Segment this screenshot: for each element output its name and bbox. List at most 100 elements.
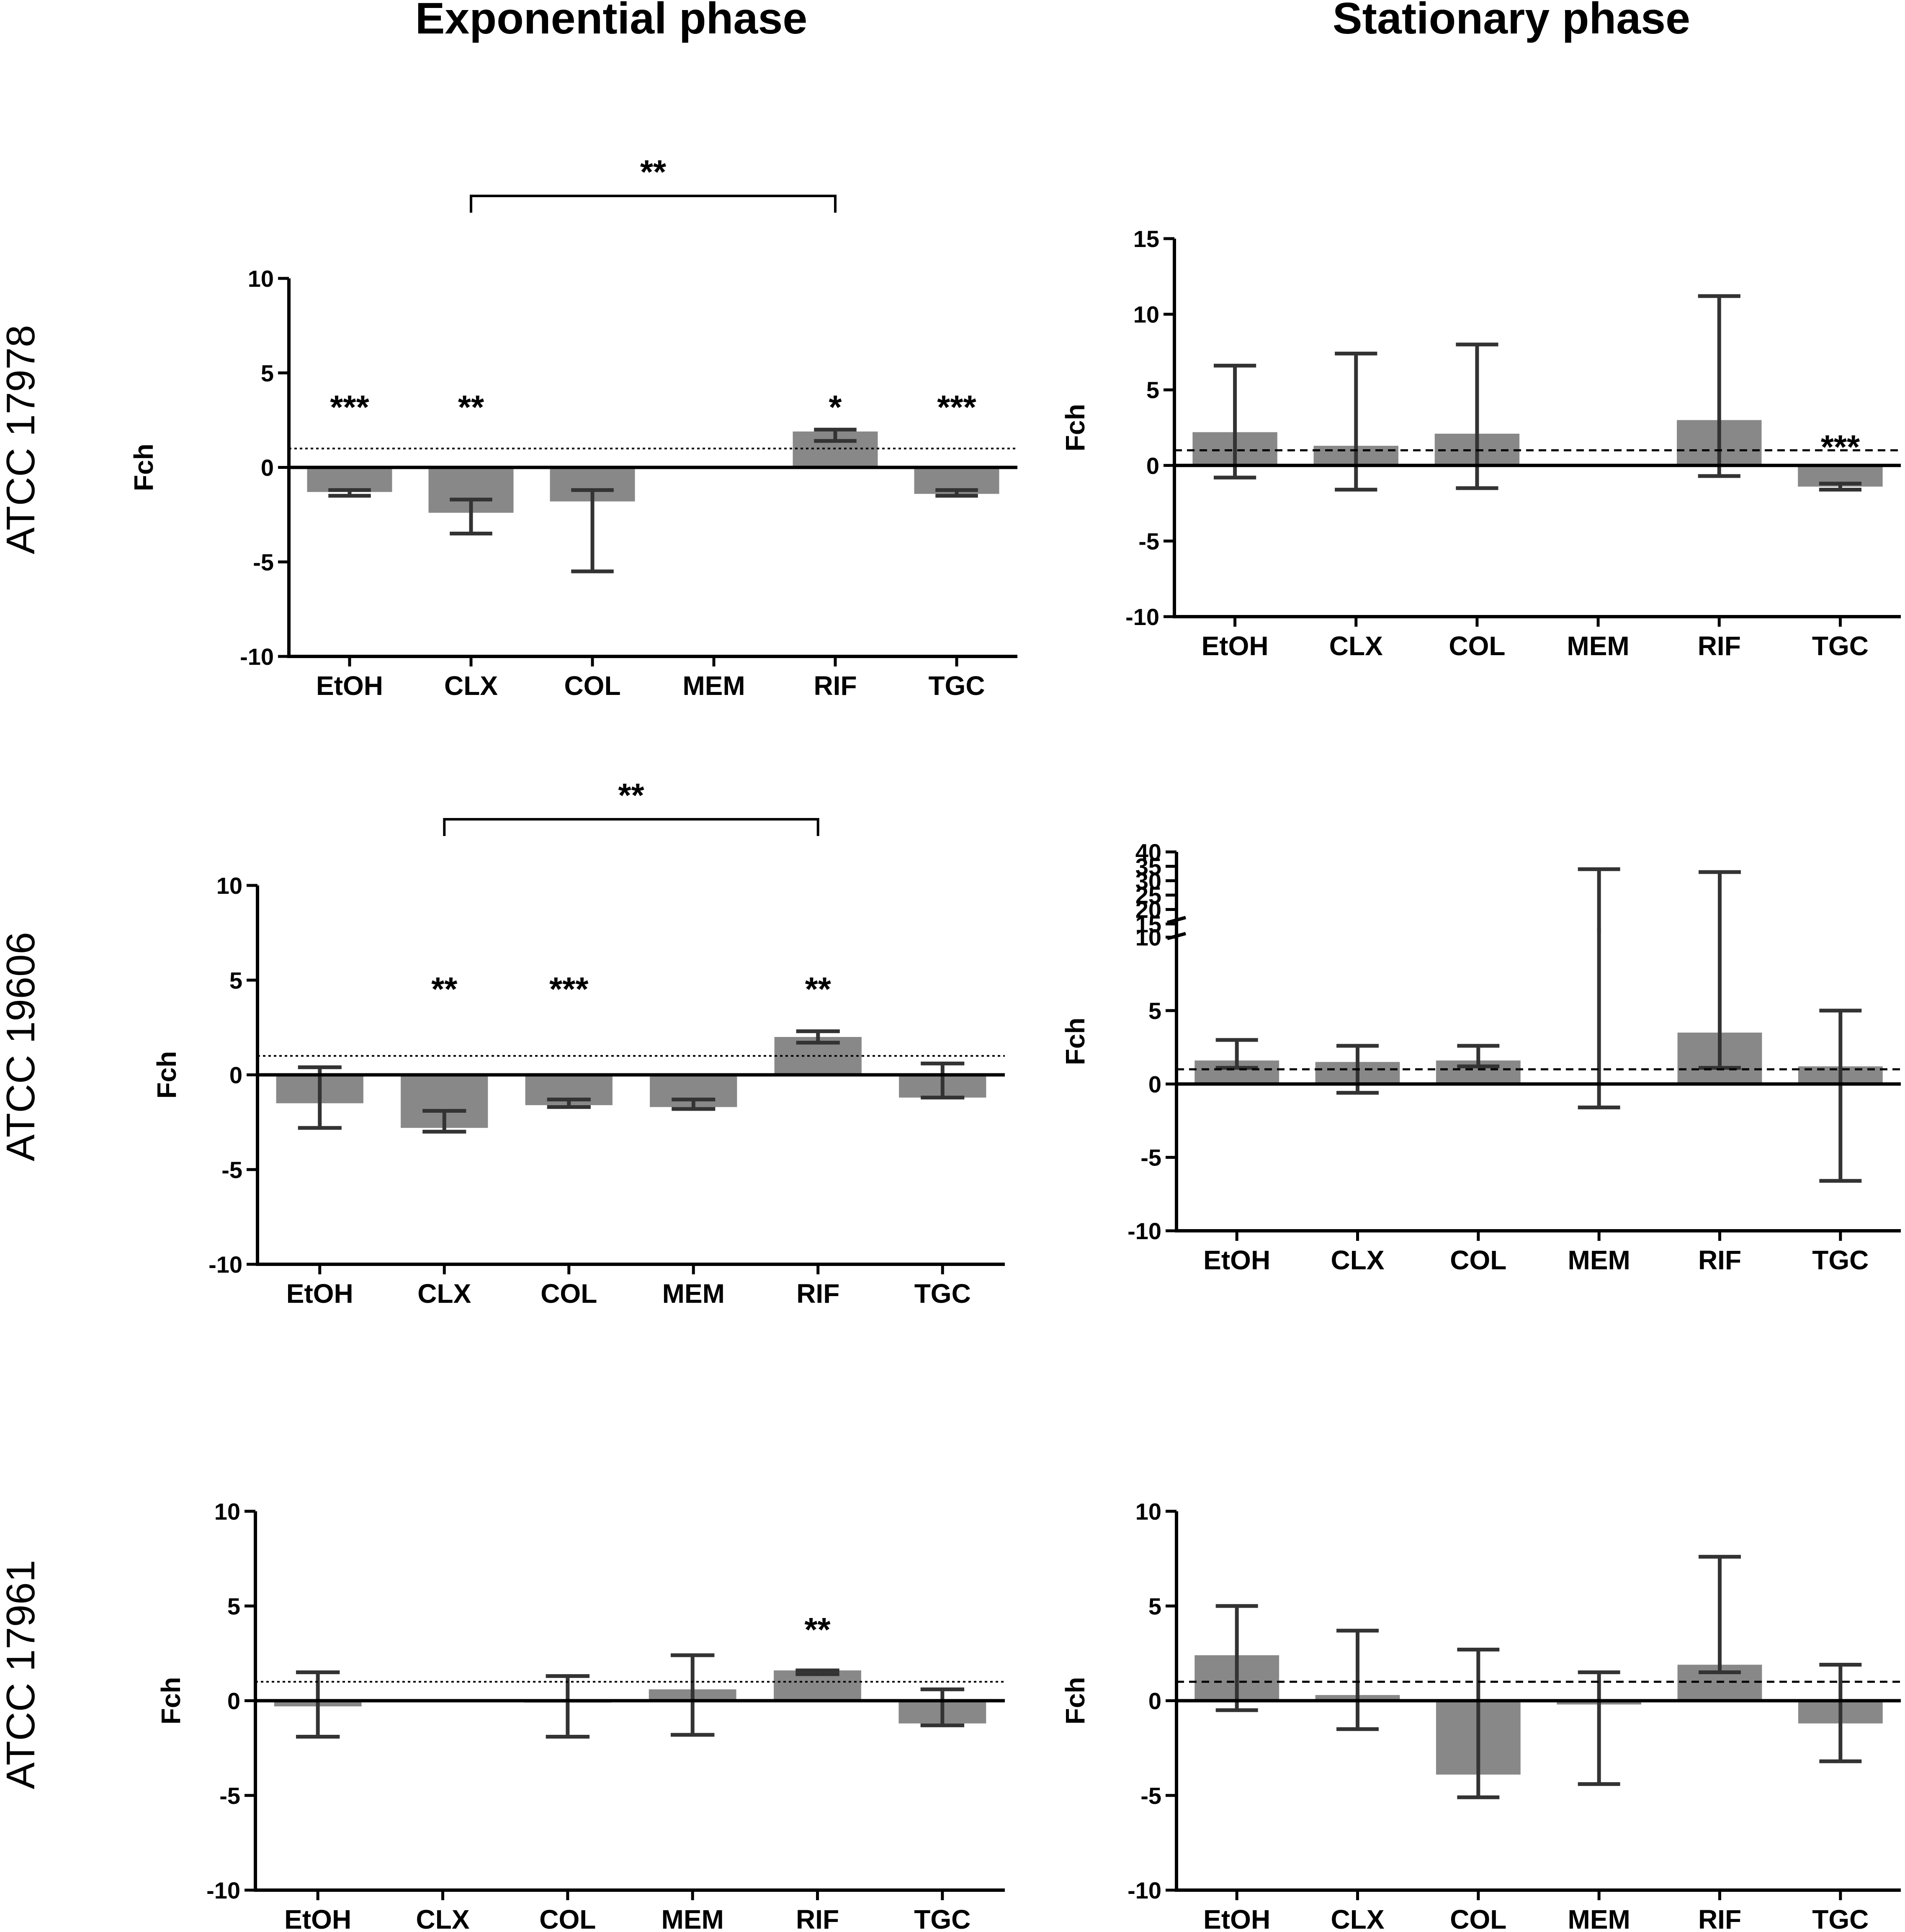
significance-col: *** <box>549 970 589 1008</box>
y-tick-label: 5 <box>1148 998 1161 1024</box>
category-label-mem: MEM <box>1568 1904 1630 1932</box>
category-label-rif: RIF <box>796 1904 839 1932</box>
column-title-stationary: Stationary phase <box>1333 0 1690 43</box>
category-label-etoh: EtOH <box>1203 1245 1270 1275</box>
significance-rif: ** <box>804 1611 831 1648</box>
category-label-etoh: EtOH <box>286 1279 353 1309</box>
y-axis-label: Fch <box>1060 1677 1090 1725</box>
category-label-tgc: TGC <box>914 1904 971 1932</box>
category-label-mem: MEM <box>1568 1245 1630 1275</box>
chart-stationary-atcc-17978: -10 -5 0 5 10 15 EtOH CLX COL MEM RIF TGC Fch *** <box>1060 226 1901 661</box>
category-label-etoh: EtOH <box>316 671 383 701</box>
category-label-tgc: TGC <box>1812 631 1869 661</box>
y-tick-label: -5 <box>1140 1783 1161 1809</box>
y-axis-label: Fch <box>129 444 159 491</box>
y-tick-label: 15 <box>1135 911 1161 937</box>
y-tick-label: 5 <box>227 1593 240 1619</box>
category-label-etoh: EtOH <box>1203 1904 1270 1932</box>
comparison-bracket-label: ** <box>618 777 644 814</box>
y-tick-label: 0 <box>1146 453 1159 479</box>
y-tick-label: -10 <box>209 1251 242 1278</box>
significance-rif: * <box>829 388 842 426</box>
y-tick-label: 10 <box>216 872 242 899</box>
y-tick-label: 10 <box>1135 924 1161 951</box>
y-tick-label: -5 <box>1138 528 1159 554</box>
y-tick-label: -5 <box>221 1157 242 1183</box>
y-tick-label: 0 <box>1148 1688 1161 1714</box>
category-label-clx: CLX <box>444 671 498 701</box>
y-tick-label: 35 <box>1135 853 1161 880</box>
category-label-clx: CLX <box>416 1904 470 1932</box>
y-tick-label: -10 <box>1128 1877 1161 1904</box>
y-tick-label: 10 <box>1135 1498 1161 1525</box>
y-tick-label: 5 <box>1148 1593 1161 1619</box>
y-tick-label: -10 <box>1125 604 1159 630</box>
y-tick-label: 5 <box>1146 377 1159 403</box>
category-label-col: COL <box>564 671 620 701</box>
significance-rif: ** <box>805 970 832 1008</box>
y-tick-label: -5 <box>219 1783 240 1809</box>
y-tick-label: 10 <box>1133 301 1159 328</box>
chart-stationary-atcc-17961: -10 -5 0 5 10 EtOH CLX COL MEM RIF TGC Fch <box>1060 1498 1901 1932</box>
category-label-clx: CLX <box>417 1279 471 1309</box>
category-label-clx: CLX <box>1331 1245 1385 1275</box>
category-label-mem: MEM <box>1567 631 1629 661</box>
y-tick-label: 10 <box>248 265 274 292</box>
significance-tgc: *** <box>1821 428 1860 466</box>
category-label-tgc: TGC <box>914 1279 971 1309</box>
row-label-atcc-17961: ATCC 17961 <box>0 1560 43 1789</box>
comparison-bracket-label: ** <box>640 153 667 190</box>
significance-tgc: *** <box>937 388 976 426</box>
y-tick-label: 15 <box>1133 226 1159 252</box>
category-label-rif: RIF <box>1698 631 1741 661</box>
y-tick-label: 0 <box>229 1062 242 1088</box>
y-tick-label: 25 <box>1135 882 1161 908</box>
category-label-rif: RIF <box>1698 1245 1741 1275</box>
category-label-clx: CLX <box>1331 1904 1385 1932</box>
y-tick-label: 0 <box>1148 1071 1161 1097</box>
y-tick-label: -10 <box>206 1877 240 1904</box>
axis-break-mark-lower <box>1166 916 1187 924</box>
category-label-etoh: EtOH <box>284 1904 351 1932</box>
y-tick-label: -10 <box>1128 1218 1161 1244</box>
category-label-col: COL <box>539 1904 596 1932</box>
y-tick-label: 10 <box>214 1498 240 1525</box>
comparison-bracket <box>470 195 837 213</box>
y-tick-label: 0 <box>227 1688 240 1714</box>
category-label-col: COL <box>1449 631 1505 661</box>
significance-clx: ** <box>458 388 484 426</box>
category-label-tgc: TGC <box>928 671 985 701</box>
y-tick-label: -5 <box>253 549 274 575</box>
category-label-mem: MEM <box>662 1279 725 1309</box>
y-tick-label: 40 <box>1135 839 1161 865</box>
row-label-atcc-19606: ATCC 19606 <box>0 932 43 1161</box>
chart-exponential-atcc-17961: -10 -5 0 5 10 EtOH CLX COL MEM RIF TGC Fch ** <box>156 1498 1005 1932</box>
bar-etoh <box>307 467 392 492</box>
y-tick-label: -5 <box>1140 1145 1161 1171</box>
category-label-rif: RIF <box>1698 1904 1741 1932</box>
y-tick-label: 20 <box>1135 897 1161 923</box>
significance-clx: ** <box>431 970 458 1008</box>
category-label-col: COL <box>1450 1904 1506 1932</box>
y-axis-label: Fch <box>156 1677 186 1725</box>
category-label-clx: CLX <box>1329 631 1383 661</box>
significance-etoh: *** <box>330 388 369 426</box>
category-label-rif: RIF <box>813 671 857 701</box>
y-axis-label: Fch <box>1060 1018 1090 1065</box>
category-label-rif: RIF <box>796 1279 839 1309</box>
column-title-exponential: Exponential phase <box>415 0 808 43</box>
category-label-etoh: EtOH <box>1202 631 1269 661</box>
y-axis-label: Fch <box>1060 404 1090 452</box>
category-label-mem: MEM <box>682 671 745 701</box>
y-tick-label: 5 <box>229 967 242 993</box>
y-tick-label: 0 <box>261 455 274 481</box>
y-axis-label: Fch <box>152 1051 182 1099</box>
category-label-tgc: TGC <box>1812 1904 1869 1932</box>
y-tick-label: 5 <box>261 360 274 386</box>
row-label-atcc-17978: ATCC 17978 <box>0 325 43 554</box>
category-label-mem: MEM <box>662 1904 724 1932</box>
